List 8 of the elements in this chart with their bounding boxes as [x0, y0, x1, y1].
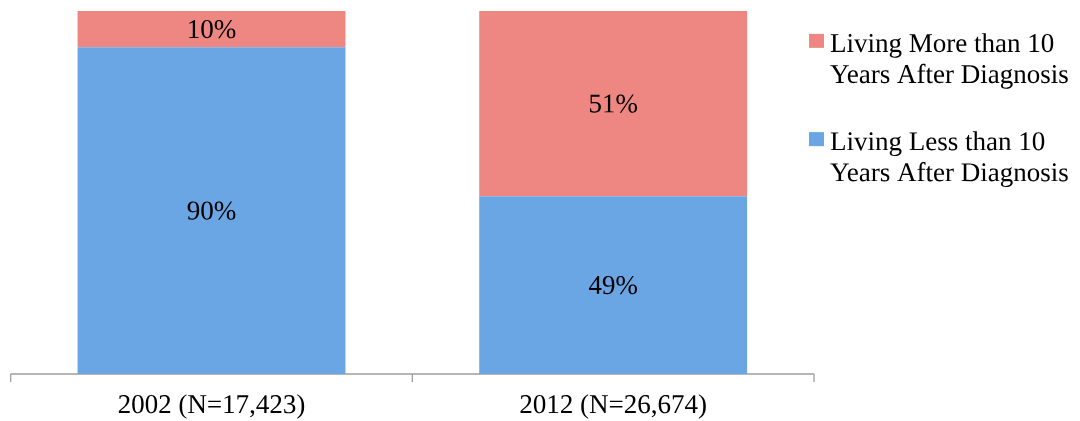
x-tick-label: 2012 (N=26,674): [520, 394, 706, 419]
x-tick-label: 2002 (N=17,423): [118, 394, 305, 419]
data-label: 49%: [588, 275, 638, 295]
legend-label: Living Less than 10 Years After Diagnosis: [830, 131, 1068, 187]
legend-label: Living More than 10 Years After Diagnosis: [830, 33, 1068, 89]
data-label: 51%: [590, 94, 638, 113]
data-label: 10%: [189, 19, 236, 39]
data-label: 90%: [187, 201, 236, 220]
